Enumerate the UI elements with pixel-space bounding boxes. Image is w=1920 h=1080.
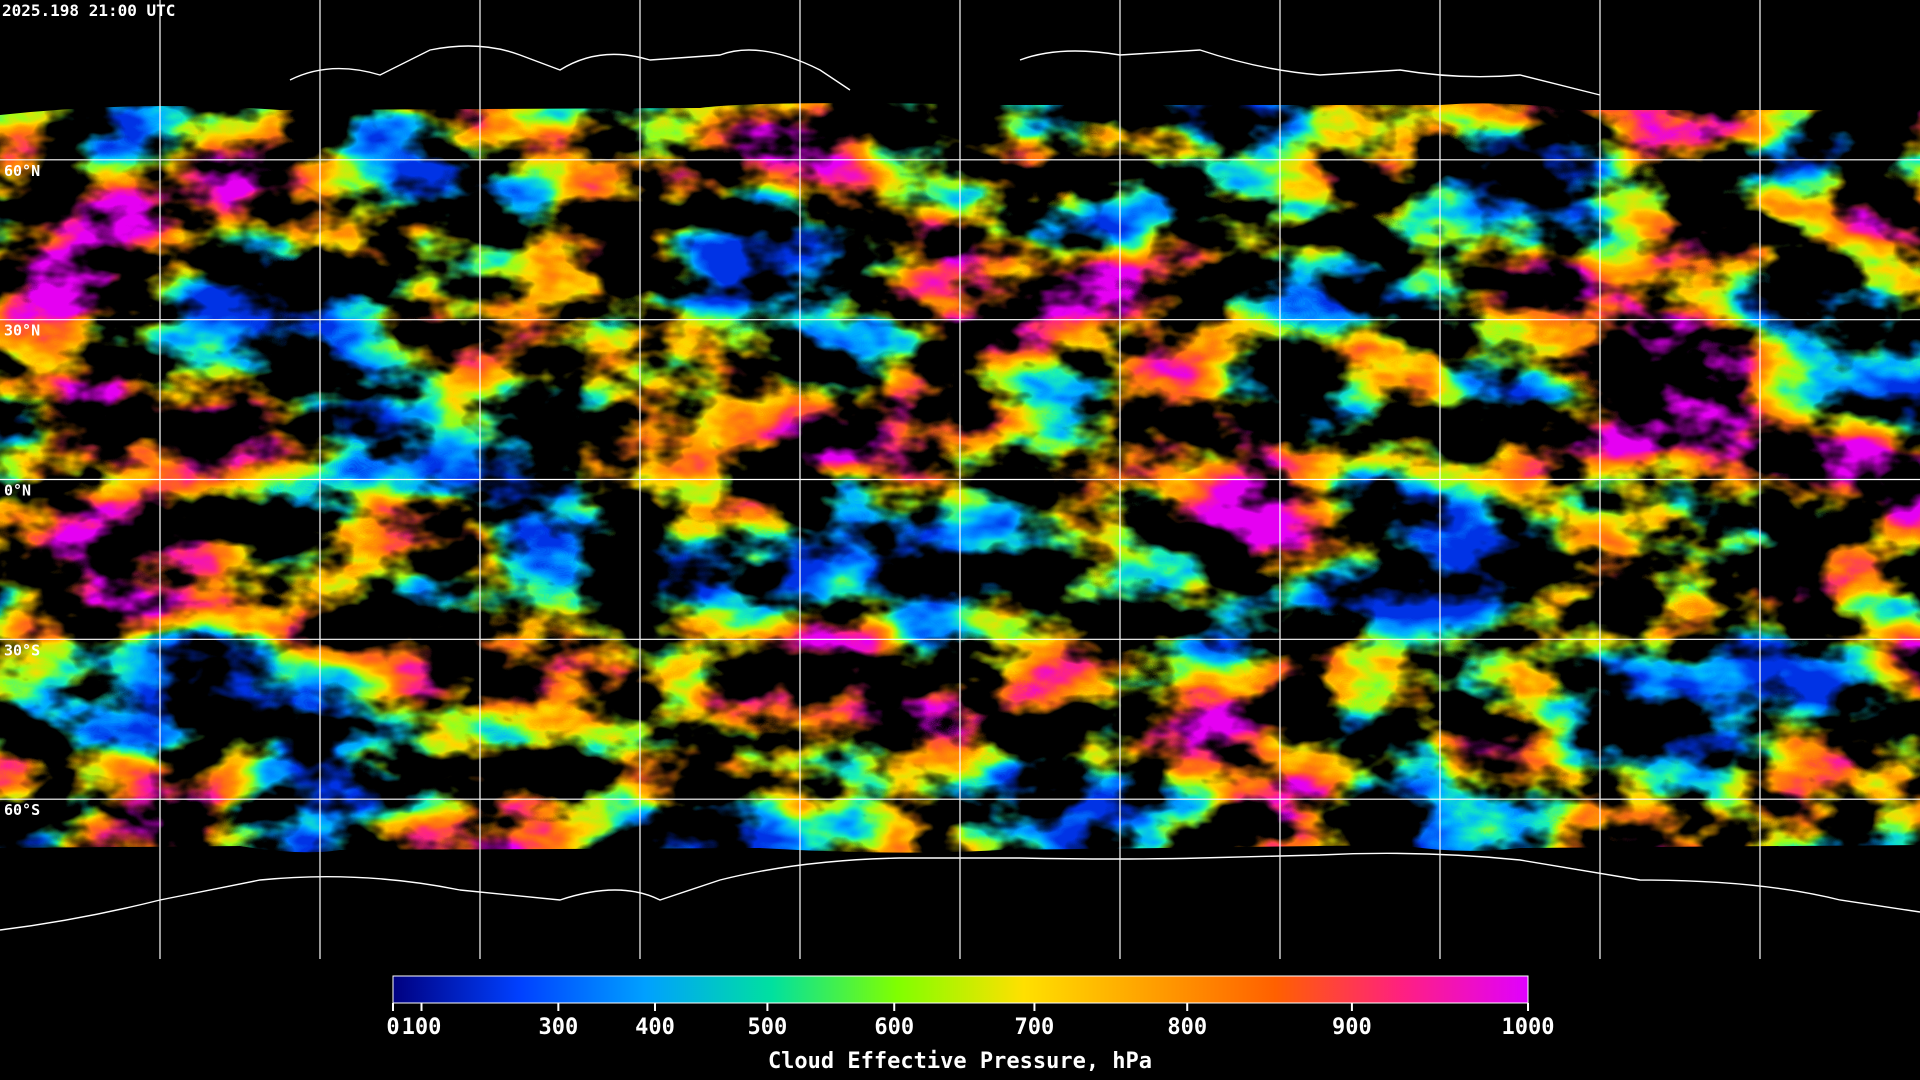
coastlines [0,45,1920,931]
colorbar-tick-label: 700 [1015,1015,1055,1040]
latitude-label: 30°N [4,322,40,340]
coastline [1019,49,1601,96]
colorbar-tick-label: 1000 [1502,1015,1555,1040]
timestamp: 2025.198 21:00 UTC [2,1,175,20]
colorbar-tick-label: 500 [748,1015,788,1040]
colorbar-label: Cloud Effective Pressure, hPa [768,1049,1152,1074]
colorbar [392,975,1529,1004]
colorbar-tick-label: 0 [386,1015,399,1040]
graticule [0,0,1920,959]
coastline [0,852,1920,931]
colorbar-tick-label: 300 [538,1015,578,1040]
colorbar-tick-label: 900 [1332,1015,1372,1040]
latitude-label: 60°S [4,801,40,819]
latitude-label: 30°S [4,641,40,659]
colorbar-tick-label: 400 [635,1015,675,1040]
colorbar-tick-label: 800 [1167,1015,1207,1040]
coastline [289,45,851,91]
latitude-label: 60°N [4,162,40,180]
latitude-label: 0°N [4,482,31,500]
colorbar-tick-label: 600 [874,1015,914,1040]
colorbar-tick-label: 100 [402,1015,442,1040]
